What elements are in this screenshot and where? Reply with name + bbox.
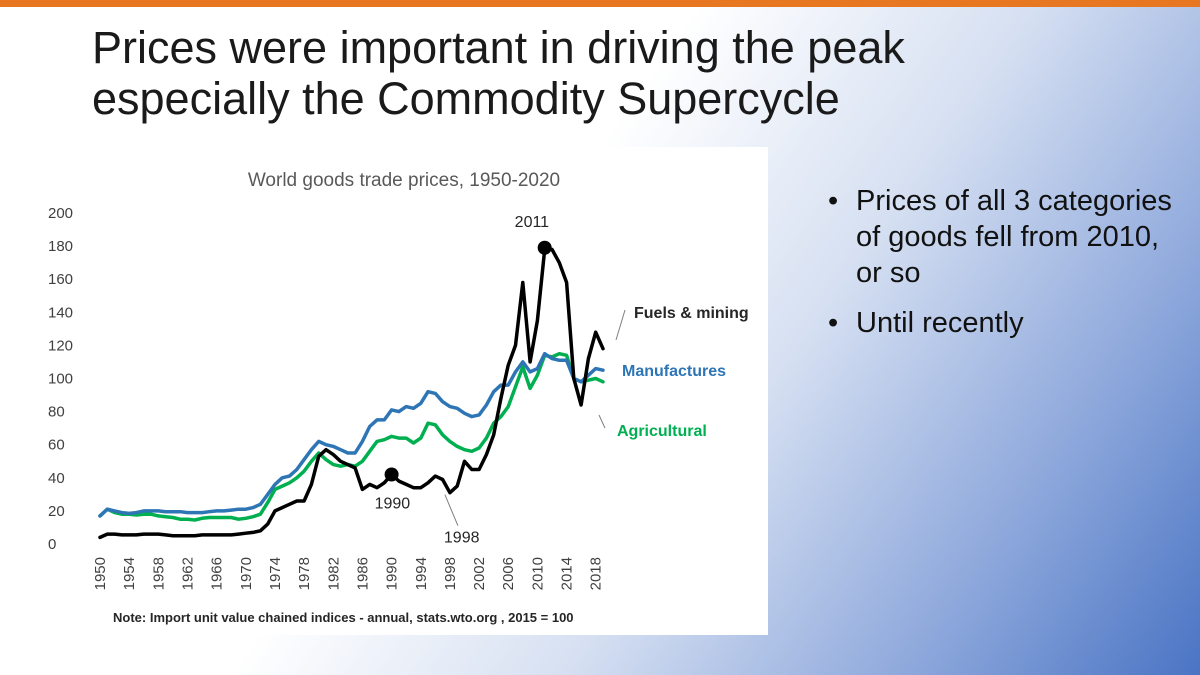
y-tick-label: 160 (48, 271, 73, 288)
chart-note: Note: Import unit value chained indices … (113, 610, 574, 625)
x-axis: 1950 1954 1958 1962 1966 1970 1974 1978 1982 1986… (92, 557, 605, 590)
x-tick-label: 2010 (529, 557, 546, 590)
annotation-label: 1990 (375, 495, 411, 512)
x-tick-label: 1970 (238, 557, 255, 590)
series-line-manufactures (98, 351, 605, 518)
slide-title-line-1: Prices were important in driving the pea… (92, 22, 905, 73)
y-tick-label: 120 (48, 337, 73, 354)
annotation-label: 1998 (444, 530, 480, 547)
x-tick-label: 1994 (413, 557, 430, 590)
series-label: Agricultural (617, 423, 707, 440)
y-tick-label: 140 (48, 304, 73, 321)
x-tick-label: 1974 (267, 557, 284, 590)
chart-panel: World goods trade prices, 1950-2020 0 20 4… (42, 147, 768, 635)
annotation-marker (537, 240, 552, 255)
slide-title: Prices were important in driving the pea… (92, 22, 1092, 124)
x-tick-label: 2014 (559, 557, 576, 590)
series-line-fuels-mining (98, 247, 605, 540)
annotation-label: 2011 (515, 214, 550, 231)
bullet-item: Prices of all 3 categories of goods fell… (828, 183, 1188, 291)
bullet-item: Until recently (828, 305, 1188, 341)
series-labels: Fuels & mining Manufactures Agricultural (598, 305, 749, 440)
y-tick-label: 180 (48, 238, 73, 255)
y-tick-label: 200 (48, 205, 73, 222)
x-tick-label: 1990 (384, 557, 401, 590)
y-tick-label: 80 (48, 404, 65, 421)
x-tick-label: 1962 (179, 557, 196, 590)
annotation-marker (384, 467, 399, 482)
x-tick-label: 1978 (296, 557, 313, 590)
series-line-agricultural (98, 351, 605, 522)
slide-title-line-2: especially the Commodity Supercycle (92, 73, 840, 124)
x-tick-label: 2002 (471, 557, 488, 590)
x-tick-label: 1986 (354, 557, 371, 590)
y-tick-label: 60 (48, 437, 65, 454)
x-tick-label: 2006 (500, 557, 517, 590)
chart-title: World goods trade prices, 1950-2020 (248, 170, 560, 191)
series-label: Manufactures (622, 363, 726, 380)
y-tick-label: 40 (48, 470, 65, 487)
x-tick-label: 1954 (121, 557, 138, 590)
y-tick-label: 0 (48, 536, 56, 553)
y-tick-label: 100 (48, 371, 73, 388)
top-accent-bar (0, 0, 1200, 7)
series-label-leader (615, 309, 626, 341)
y-tick-label: 20 (48, 503, 65, 520)
annotations: 2011 1990 1998 (375, 214, 552, 547)
x-tick-label: 1998 (442, 557, 459, 590)
x-tick-label: 1966 (209, 557, 226, 590)
x-tick-label: 1982 (325, 557, 342, 590)
annotation-leader (444, 494, 459, 526)
series-label: Fuels & mining (634, 305, 749, 322)
x-tick-label: 2018 (588, 557, 605, 590)
bullet-list: Prices of all 3 categories of goods fell… (828, 183, 1188, 355)
x-tick-label: 1950 (92, 557, 109, 590)
series-label-leader (598, 414, 606, 429)
x-tick-label: 1958 (150, 557, 167, 590)
series-lines (98, 247, 605, 540)
y-axis: 0 20 40 60 80 100 120 140 160 180 200 (48, 205, 73, 553)
trade-prices-chart: World goods trade prices, 1950-2020 0 20 4… (48, 170, 749, 625)
